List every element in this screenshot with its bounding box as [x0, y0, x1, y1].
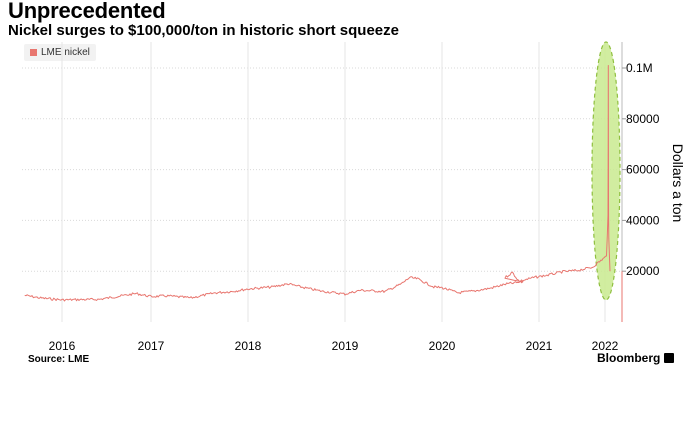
y-tick-label: 0.1M [626, 61, 653, 75]
x-tick-label: 2022 [592, 339, 619, 353]
y-tick-label: 20000 [626, 264, 660, 278]
x-tick-label: 2018 [235, 339, 262, 353]
y-tick-label: 60000 [626, 163, 660, 177]
x-tick-label: 2019 [332, 339, 359, 353]
source-note: Source: LME [28, 354, 90, 365]
y-tick-label: 40000 [626, 213, 660, 227]
legend-label: LME nickel [41, 47, 90, 58]
highlight-ellipse [591, 41, 621, 301]
series-line-lme-nickel [24, 65, 611, 302]
bloomberg-icon [664, 353, 675, 363]
x-tick-label: 2017 [138, 339, 165, 353]
x-tick-label: 2020 [429, 339, 456, 353]
y-tick-label: 80000 [626, 112, 660, 126]
brand-name: Bloomberg [597, 351, 661, 365]
legend-swatch [30, 49, 37, 56]
brand-logo: Bloomberg [597, 351, 675, 365]
x-tick-label: 2021 [526, 339, 553, 353]
y-axis-label: Dollars a ton [670, 144, 686, 223]
legend: LME nickel [24, 44, 96, 61]
chart-title: Unprecedented [8, 0, 166, 23]
chart-subtitle: Nickel surges to $100,000/ton in histori… [8, 22, 399, 39]
x-tick-label: 2016 [49, 339, 76, 353]
